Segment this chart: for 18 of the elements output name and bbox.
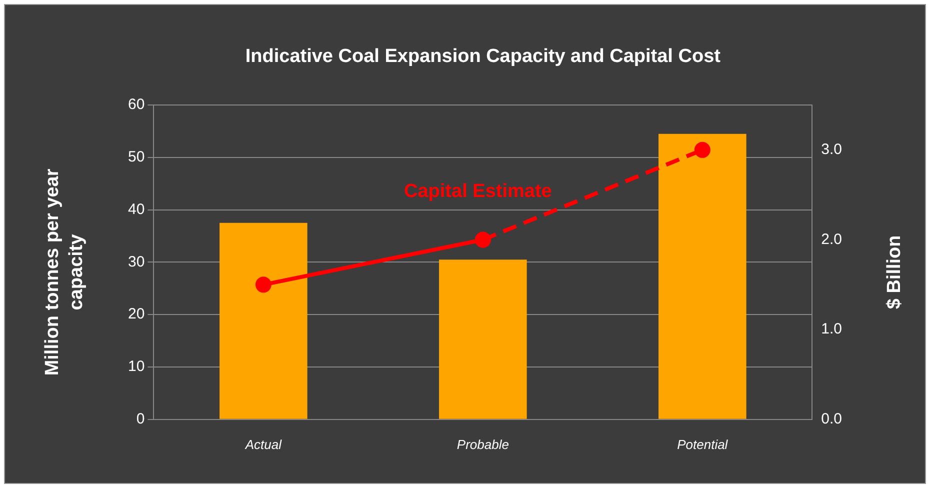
- chart-title: Indicative Coal Expansion Capacity and Capital Cost: [245, 46, 722, 68]
- y2-tick-label: 3.0: [821, 141, 842, 158]
- y-axis-title: Million tonnes per year capacity: [42, 168, 88, 376]
- text: Capital Estimate: [404, 180, 552, 202]
- x-tick-label: Actual: [244, 436, 283, 452]
- y-tick-label: 30: [128, 253, 145, 270]
- x-tick-label: Probable: [456, 436, 509, 452]
- y-tick-label: 50: [128, 148, 145, 166]
- y-tick-label: 0: [136, 410, 145, 428]
- y2-axis-title: $ Billion: [884, 235, 906, 310]
- y2-tick-label: 1.0: [821, 320, 842, 338]
- y-tick-label: 10: [128, 358, 145, 376]
- y2-tick-label: 0.0: [821, 410, 842, 428]
- y-tick-label: 20: [128, 306, 145, 323]
- x-tick-label: Potential: [677, 436, 729, 452]
- y2-tick-label: 2.0: [821, 230, 842, 248]
- y-tick-label: 60: [128, 96, 145, 114]
- y-tick-label: 40: [128, 200, 145, 218]
